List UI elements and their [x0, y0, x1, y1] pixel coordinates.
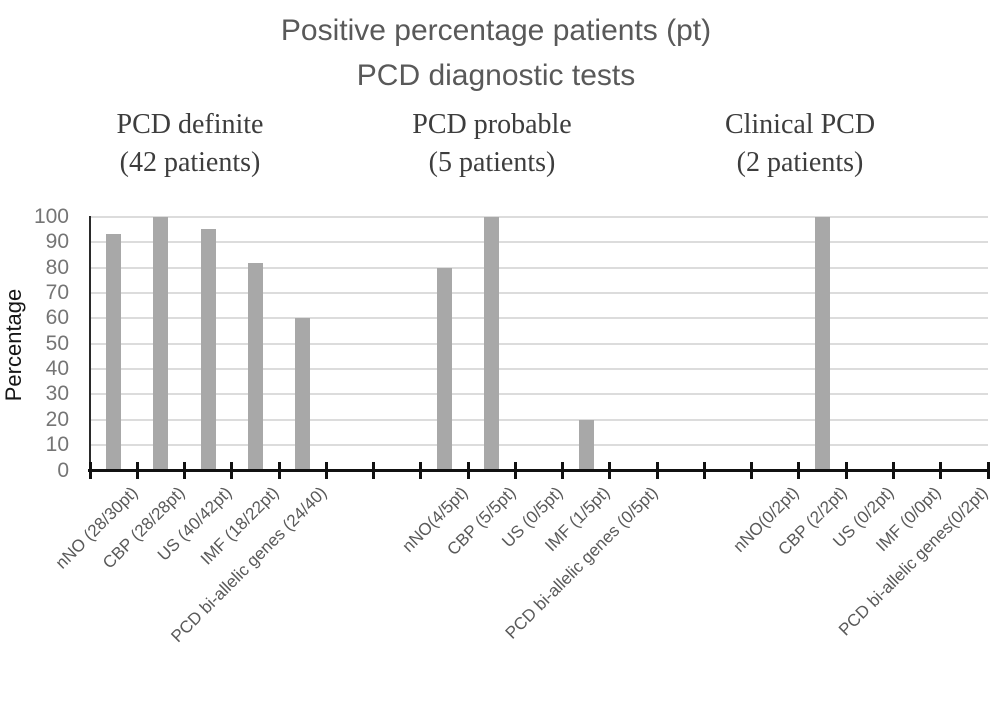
x-axis-tick	[88, 462, 92, 479]
gridline-80	[90, 266, 988, 269]
bar-us-40-42pt-	[200, 229, 216, 471]
group-header-name: Clinical PCD	[724, 109, 876, 140]
y-axis-tick-label: 0	[57, 458, 69, 482]
y-axis-tick-label: 60	[45, 306, 69, 330]
y-axis-tick-label: 30	[45, 382, 69, 406]
bar-cbp-5-5pt-	[484, 217, 500, 471]
gridline-30	[90, 393, 988, 396]
bar-nno-4-5pt-	[436, 267, 452, 471]
x-axis-tick	[750, 462, 754, 479]
x-axis-tick	[561, 462, 565, 479]
group-header-pcd-definite: PCD definite (42 patients)	[0, 106, 390, 182]
group-header-pcd-probable: PCD probable (5 patients)	[292, 106, 692, 182]
group-header-clinical-pcd: Clinical PCD (2 patients)	[600, 106, 992, 182]
bar-imf-18-22pt-	[247, 263, 263, 471]
bar-pcd-bi-allelic-genes-24-40-	[295, 318, 311, 471]
group-header-patients: (42 patients)	[119, 147, 261, 178]
gridline-90	[90, 241, 988, 244]
y-axis-tick-label: 100	[33, 205, 69, 228]
y-axis-tick-label: 70	[45, 281, 69, 305]
group-header-patients: (2 patients)	[736, 147, 864, 178]
x-axis-tick	[135, 462, 139, 479]
gridline-100	[90, 216, 988, 218]
group-header-name: PCD probable	[412, 109, 572, 140]
x-axis-tick	[513, 462, 517, 479]
gridline-50	[90, 342, 988, 345]
chart-title: Positive percentage patients (pt) PCD di…	[0, 8, 992, 98]
gridline-40	[90, 368, 988, 371]
x-axis-tick	[797, 462, 801, 479]
bar-imf-1-5pt-	[578, 419, 594, 471]
group-header-name: PCD definite	[116, 109, 264, 140]
gridline-10	[90, 444, 988, 447]
bar-cbp-28-28pt-	[153, 217, 169, 471]
x-axis-tick	[183, 462, 187, 479]
chart-title-line1: Positive percentage patients (pt)	[280, 14, 712, 47]
y-axis-tick-label: 80	[45, 255, 69, 279]
y-axis-tick-label: 40	[45, 357, 69, 381]
y-axis-tick-label: 50	[45, 331, 69, 355]
y-axis-line	[89, 216, 91, 472]
x-axis-tick	[702, 462, 706, 479]
y-axis-tick-label: 90	[45, 230, 69, 254]
gridline-60	[90, 317, 988, 320]
y-axis-tick-label: 10	[45, 433, 69, 457]
x-axis-line	[88, 469, 990, 472]
y-axis-tick-label: 20	[45, 407, 69, 431]
x-axis-tick	[466, 462, 470, 479]
x-axis-tick	[230, 462, 234, 479]
x-axis-tick	[939, 462, 943, 479]
x-axis-tick	[891, 462, 895, 479]
group-header-patients: (5 patients)	[428, 147, 556, 178]
gridline-70	[90, 292, 988, 295]
x-axis-tick	[372, 462, 376, 479]
bar-cbp-2-2pt-	[815, 217, 831, 471]
x-axis-tick	[324, 462, 328, 479]
chart-title-line2: PCD diagnostic tests	[356, 59, 636, 92]
x-axis-tick	[986, 462, 990, 479]
x-axis-tick	[608, 462, 612, 479]
gridline-20	[90, 418, 988, 421]
bar-nno-28-30pt-	[106, 233, 122, 471]
x-axis-tick	[655, 462, 659, 479]
x-axis-tick	[844, 462, 848, 479]
x-axis-tick	[277, 462, 281, 479]
x-axis-tick	[419, 462, 423, 479]
